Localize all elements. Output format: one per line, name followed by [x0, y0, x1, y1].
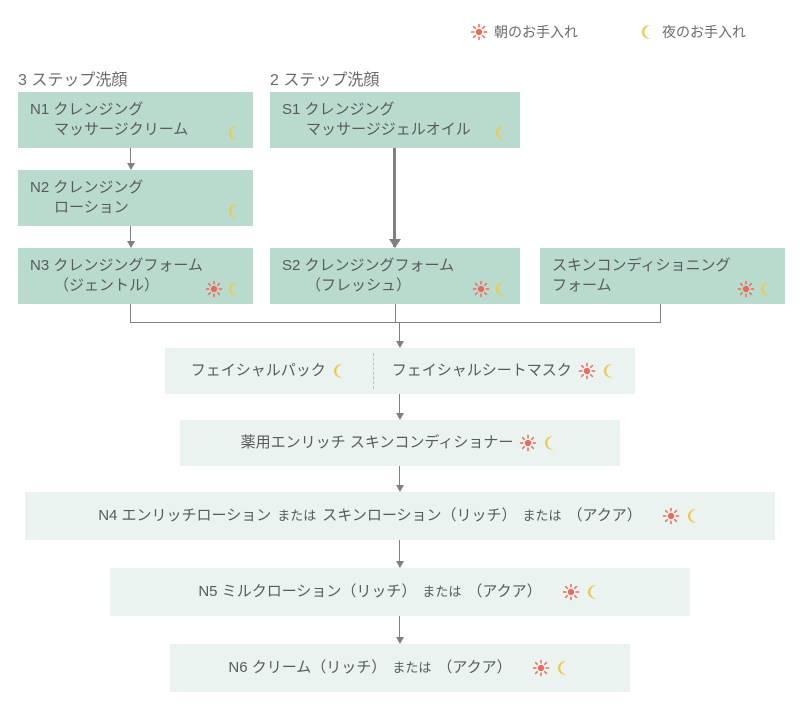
- merge-hline: [130, 322, 661, 323]
- sun-icon: [472, 280, 490, 298]
- moon-icon: [759, 280, 775, 298]
- arrow-s1-s2: [393, 148, 396, 247]
- node-n4-row: N4 エンリッチローション または スキンローション（リッチ） または （アクア…: [37, 506, 763, 526]
- moon-icon: [586, 583, 602, 601]
- node-conditioner-row: 薬用エンリッチ スキンコンディショナー: [192, 433, 608, 453]
- merge-stub-right: [660, 304, 661, 322]
- legend-morning: 朝のお手入れ: [470, 22, 578, 42]
- legend-morning-label: 朝のお手入れ: [494, 22, 578, 42]
- moon-icon: [332, 362, 348, 380]
- moon-icon: [494, 280, 510, 298]
- node-pack-right: フェイシャルシートマスク: [374, 348, 635, 394]
- node-sc: スキンコンディショニング フォーム: [540, 248, 785, 304]
- arrow-pack-conditioner: [399, 394, 400, 419]
- sun-icon: [205, 280, 223, 298]
- node-pack-left: フェイシャルパック: [165, 348, 373, 394]
- node-pack: フェイシャルパック フェイシャルシートマスク: [165, 348, 635, 394]
- sun-icon: [737, 280, 755, 298]
- moon-icon: [556, 659, 572, 677]
- merge-stub-mid: [395, 304, 396, 322]
- moon-icon: [543, 434, 559, 452]
- node-n2-icons: [227, 202, 243, 220]
- arrow-n5-n6: [399, 616, 400, 643]
- legend-night: 夜のお手入れ: [640, 22, 746, 42]
- node-pack-right-label: フェイシャルシートマスク: [392, 361, 572, 381]
- node-n6-row: N6 クリーム（リッチ） または （アクア）: [182, 658, 618, 678]
- node-s2-icons: [472, 280, 510, 298]
- node-sc-icons: [737, 280, 775, 298]
- merge-stub-left: [130, 304, 131, 322]
- moon-icon: [686, 507, 702, 525]
- moon-icon: [602, 362, 618, 380]
- sun-icon: [578, 362, 596, 380]
- node-n3-icons: [205, 280, 243, 298]
- node-s2: S2 クレンジングフォーム （フレッシュ）: [270, 248, 520, 304]
- sun-icon: [519, 434, 537, 452]
- legend-night-label: 夜のお手入れ: [662, 22, 746, 42]
- node-s1: S1 クレンジング マッサージジェルオイル: [270, 92, 520, 148]
- arrow-merge-pack: [399, 322, 400, 347]
- node-s1-icons: [494, 124, 510, 142]
- moon-icon: [227, 124, 243, 142]
- node-n6: N6 クリーム（リッチ） または （アクア）: [170, 644, 630, 692]
- node-n5-row: N5 ミルクローション（リッチ） または （アクア）: [122, 582, 678, 602]
- node-s1-text: S1 クレンジング マッサージジェルオイル: [282, 100, 508, 141]
- moon-icon: [227, 280, 243, 298]
- sun-icon: [470, 23, 488, 41]
- section-title-3step: 3 ステップ洗顔: [18, 66, 127, 90]
- node-n2-text: N2 クレンジング ローション: [30, 178, 241, 219]
- node-n2: N2 クレンジング ローション: [18, 170, 253, 226]
- pack-divider: [373, 353, 374, 389]
- node-conditioner: 薬用エンリッチ スキンコンディショナー: [180, 420, 620, 466]
- node-pack-left-label: フェイシャルパック: [191, 361, 326, 381]
- node-n5: N5 ミルクローション（リッチ） または （アクア）: [110, 568, 690, 616]
- sun-icon: [662, 507, 680, 525]
- node-n1-icons: [227, 124, 243, 142]
- section-title-2step: 2 ステップ洗顔: [270, 66, 379, 90]
- arrow-n1-n2: [130, 148, 131, 169]
- flowchart-container: 朝のお手入れ 夜のお手入れ 3 ステップ洗顔 2 ステップ洗顔 N1 クレンジン…: [0, 0, 800, 723]
- node-n1: N1 クレンジング マッサージクリーム: [18, 92, 253, 148]
- node-conditioner-label: 薬用エンリッチ スキンコンディショナー: [241, 433, 514, 453]
- moon-icon: [227, 202, 243, 220]
- moon-icon: [494, 124, 510, 142]
- node-n1-text: N1 クレンジング マッサージクリーム: [30, 100, 241, 141]
- arrow-n2-n3: [130, 226, 131, 247]
- sun-icon: [532, 659, 550, 677]
- arrow-n4-n5: [399, 540, 400, 567]
- moon-icon: [640, 23, 656, 41]
- arrow-cond-n4: [399, 466, 400, 491]
- sun-icon: [562, 583, 580, 601]
- node-n3: N3 クレンジングフォーム （ジェントル）: [18, 248, 253, 304]
- node-n4: N4 エンリッチローション または スキンローション（リッチ） または （アクア…: [25, 492, 775, 540]
